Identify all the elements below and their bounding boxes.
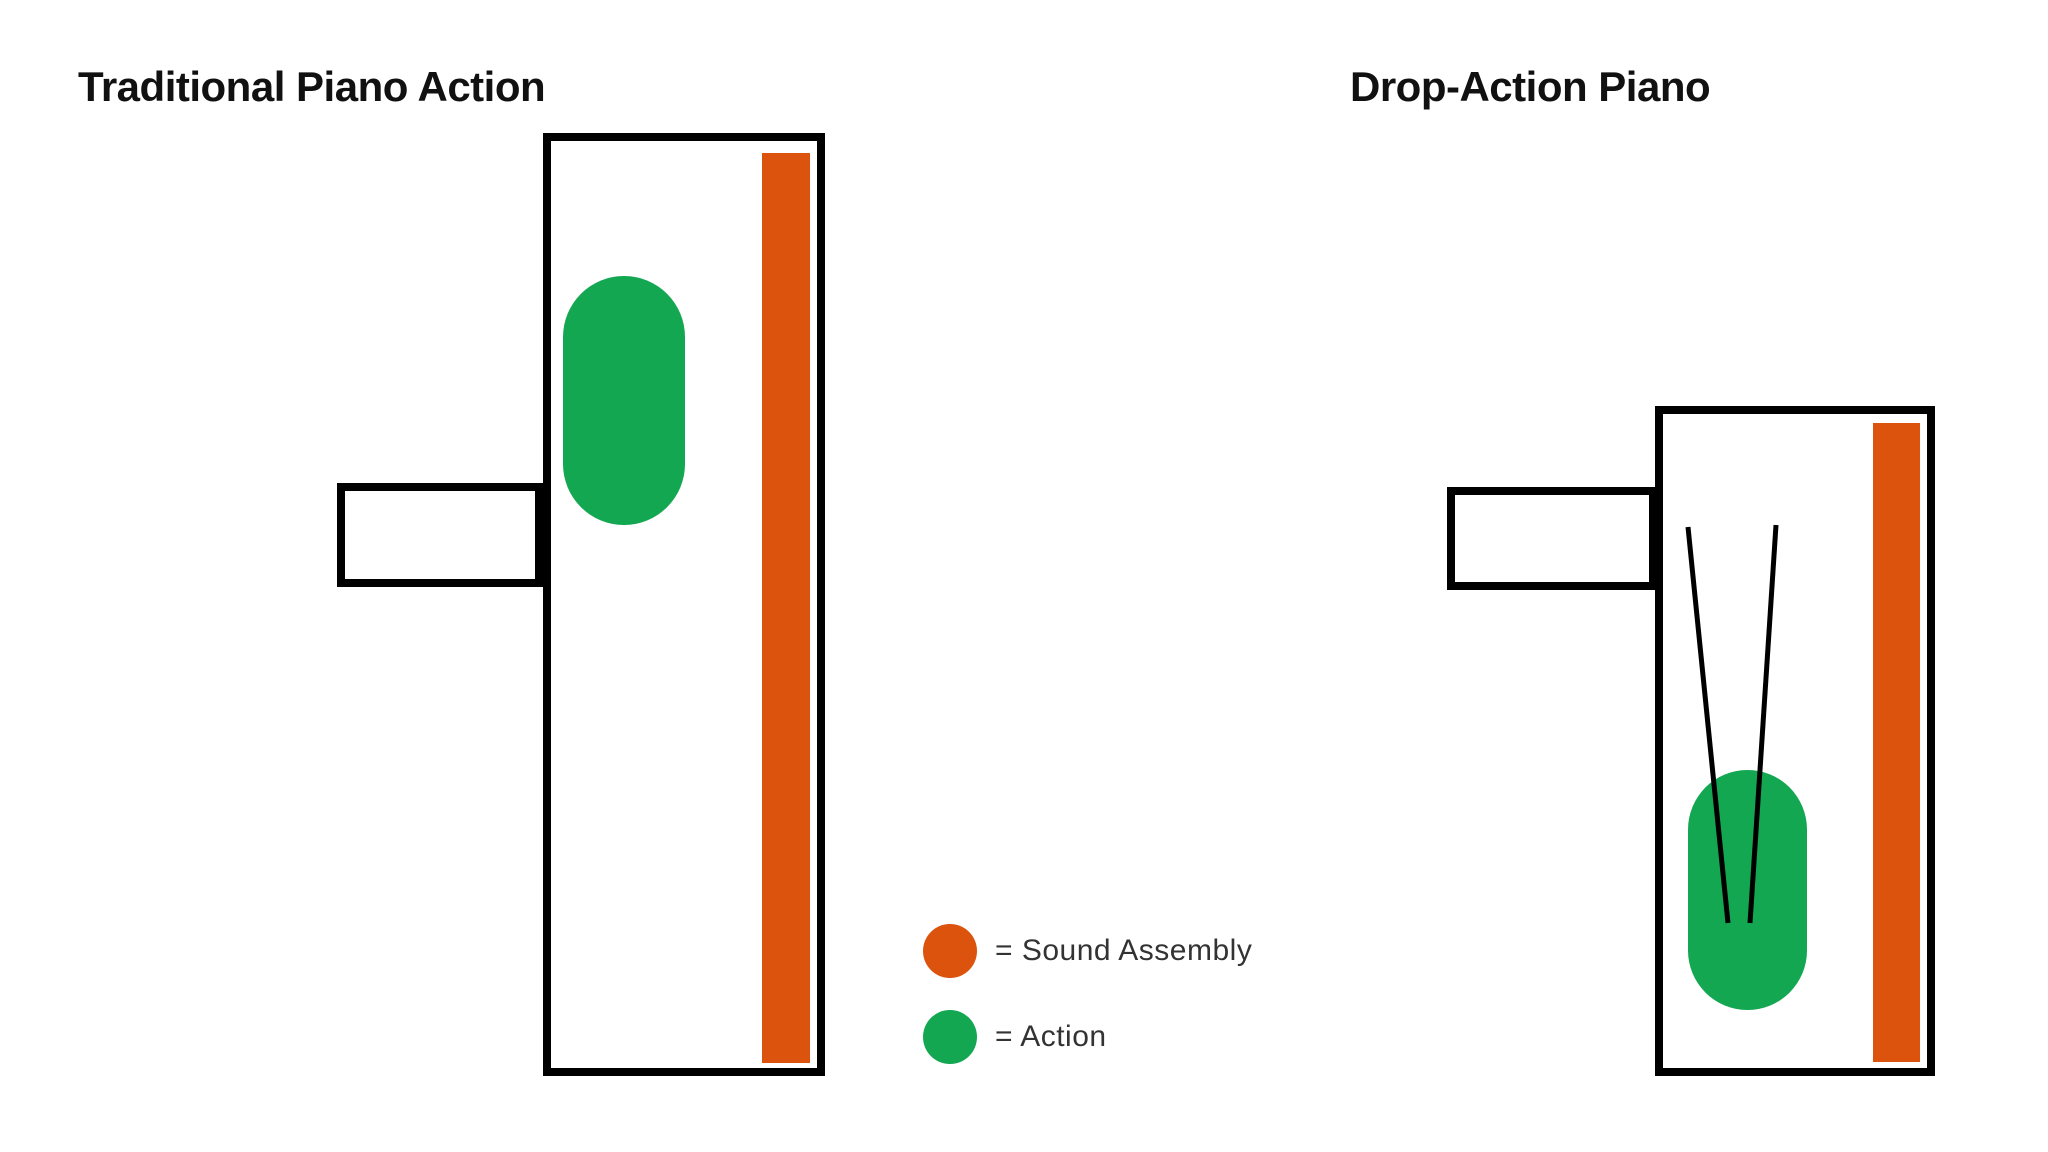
sound-assembly-swatch-icon bbox=[923, 924, 977, 978]
traditional-sound-assembly-bar bbox=[762, 153, 810, 1063]
legend-label-action: = Action bbox=[995, 1020, 1107, 1053]
traditional-piano-key bbox=[337, 483, 543, 587]
legend-row-sound-assembly: = Sound Assembly bbox=[923, 924, 1252, 978]
drop-action-piano-key bbox=[1447, 487, 1657, 590]
action-swatch-icon bbox=[923, 1010, 977, 1064]
traditional-diagram-title: Traditional Piano Action bbox=[78, 63, 546, 110]
drop-action-sound-assembly-bar bbox=[1873, 423, 1920, 1062]
drop-action-diagram-title: Drop-Action Piano bbox=[1350, 63, 1711, 110]
drop-action-action-block bbox=[1688, 770, 1807, 1010]
legend-row-action: = Action bbox=[923, 1010, 1107, 1064]
traditional-action-block bbox=[563, 276, 685, 525]
legend-label-sound-assembly: = Sound Assembly bbox=[995, 934, 1253, 967]
